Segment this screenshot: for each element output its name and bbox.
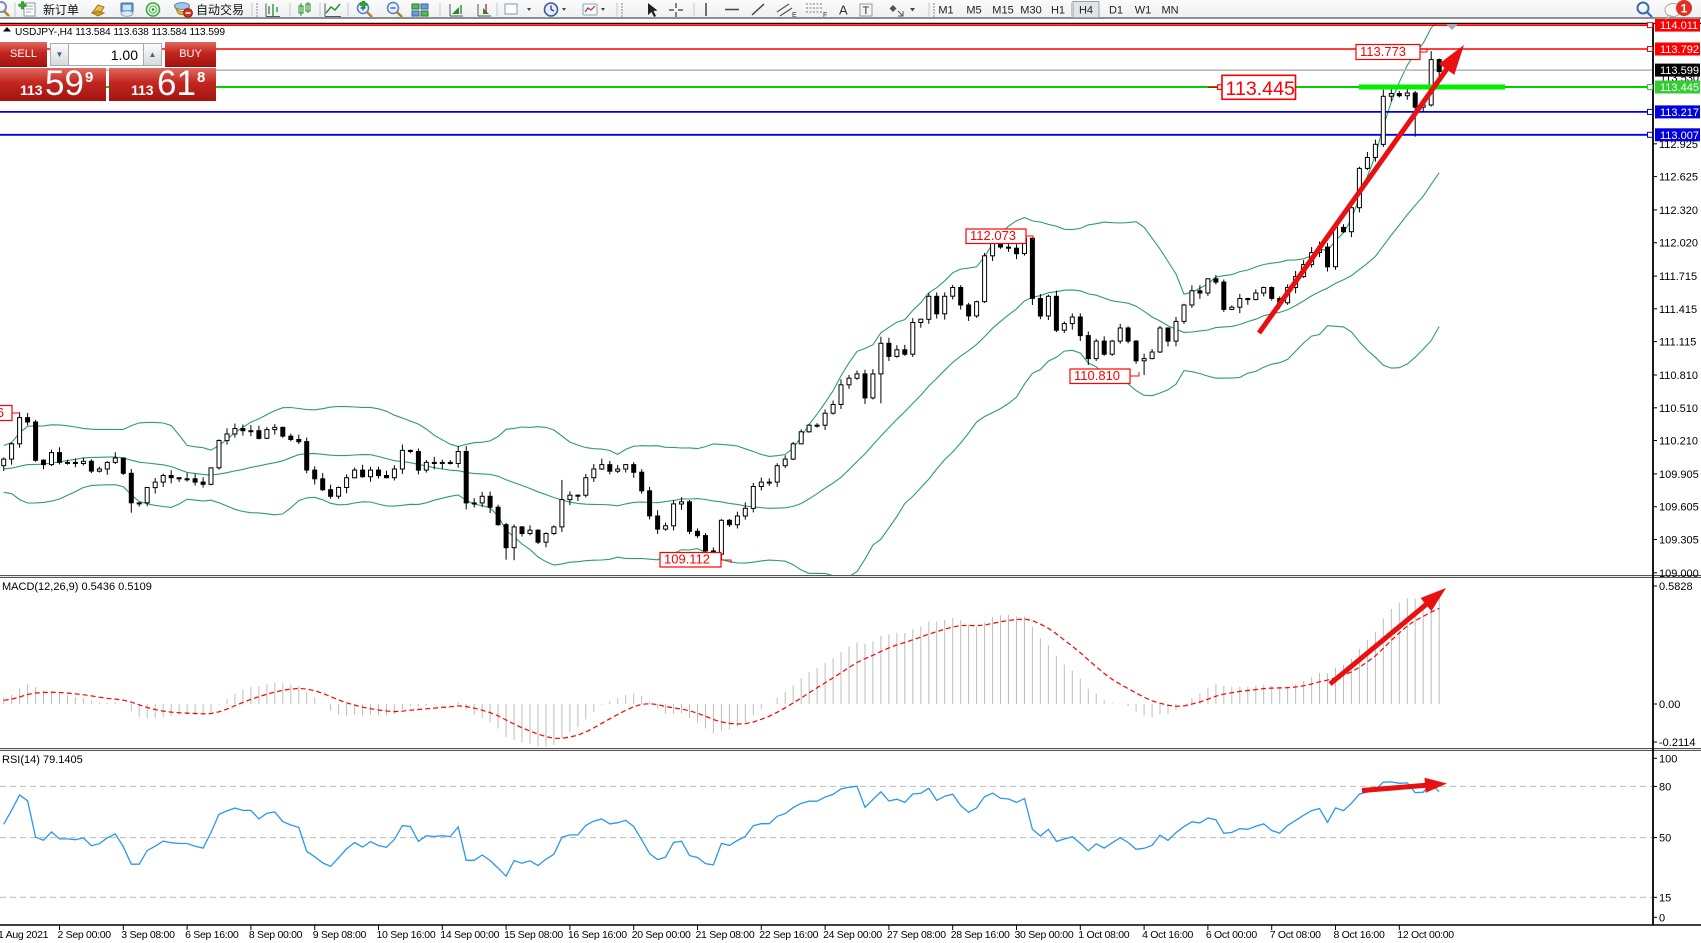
svg-text:H4: H4 — [1079, 5, 1093, 17]
svg-text:F: F — [823, 12, 827, 19]
svg-text:113.792: 113.792 — [1660, 44, 1699, 56]
svg-text:15: 15 — [1659, 892, 1671, 904]
svg-text:80: 80 — [1659, 781, 1671, 793]
svg-text:3 Sep 08:00: 3 Sep 08:00 — [121, 929, 175, 941]
svg-text:30 Sep 00:00: 30 Sep 00:00 — [1015, 929, 1074, 941]
svg-text:T: T — [863, 5, 870, 17]
svg-text:112.320: 112.320 — [1659, 205, 1698, 217]
svg-text:8 Sep 00:00: 8 Sep 00:00 — [249, 929, 303, 941]
svg-text:6 Sep 16:00: 6 Sep 16:00 — [185, 929, 239, 941]
svg-text:4 Oct 16:00: 4 Oct 16:00 — [1142, 929, 1193, 941]
svg-text:16 Sep 16:00: 16 Sep 16:00 — [568, 929, 627, 941]
svg-text:113.217: 113.217 — [1660, 107, 1699, 119]
svg-text:自动交易: 自动交易 — [196, 2, 244, 17]
svg-text:D1: D1 — [1109, 5, 1123, 17]
svg-text:2 Sep 00:00: 2 Sep 00:00 — [58, 929, 112, 941]
svg-text:27 Sep 08:00: 27 Sep 08:00 — [887, 929, 946, 941]
svg-text:109.000: 109.000 — [1659, 568, 1699, 580]
svg-text:31 Aug 2021: 31 Aug 2021 — [0, 929, 49, 941]
svg-text:14 Sep 00:00: 14 Sep 00:00 — [440, 929, 499, 941]
svg-text:6 Oct 00:00: 6 Oct 00:00 — [1206, 929, 1257, 941]
svg-text:0: 0 — [1659, 912, 1665, 924]
svg-text:新订单: 新订单 — [43, 2, 79, 17]
svg-text:20 Sep 00:00: 20 Sep 00:00 — [632, 929, 691, 941]
svg-text:109.112: 109.112 — [664, 552, 710, 567]
svg-text:W1: W1 — [1135, 5, 1152, 17]
svg-text:110.510: 110.510 — [1659, 403, 1698, 415]
svg-text:111.715: 111.715 — [1659, 271, 1697, 283]
svg-text:109.905: 109.905 — [1659, 469, 1699, 481]
svg-text:113.445: 113.445 — [1660, 82, 1699, 94]
svg-text:112.625: 112.625 — [1659, 172, 1698, 184]
svg-text:28 Sep 16:00: 28 Sep 16:00 — [951, 929, 1010, 941]
svg-text:A: A — [839, 3, 848, 18]
svg-text:9 Sep 08:00: 9 Sep 08:00 — [313, 929, 367, 941]
svg-text:111.415: 111.415 — [1659, 304, 1697, 316]
svg-text:110.516: 110.516 — [0, 405, 4, 420]
svg-text:M1: M1 — [938, 5, 953, 17]
svg-text:0.5828: 0.5828 — [1659, 581, 1693, 593]
svg-text:E: E — [792, 12, 797, 19]
svg-text:21 Sep 08:00: 21 Sep 08:00 — [696, 929, 755, 941]
svg-text:111.115: 111.115 — [1659, 337, 1696, 349]
svg-text:USDJPY-,H4 113.584 113.638 11: USDJPY-,H4 113.584 113.638 113.584 113.5… — [15, 27, 225, 38]
svg-text:M15: M15 — [992, 5, 1013, 17]
svg-text:MACD(12,26,9) 0.5436 0.5109: MACD(12,26,9) 0.5436 0.5109 — [2, 581, 152, 593]
svg-text:109.305: 109.305 — [1659, 535, 1699, 547]
svg-text:15 Sep 08:00: 15 Sep 08:00 — [504, 929, 563, 941]
svg-text:113.445: 113.445 — [1226, 78, 1295, 100]
svg-text:8 Oct 16:00: 8 Oct 16:00 — [1334, 929, 1385, 941]
svg-text:1 Oct 08:00: 1 Oct 08:00 — [1078, 929, 1129, 941]
svg-text:100: 100 — [1659, 753, 1677, 765]
svg-text:M30: M30 — [1020, 5, 1041, 17]
svg-text:112.020: 112.020 — [1659, 238, 1698, 250]
svg-text:H1: H1 — [1051, 5, 1065, 17]
svg-text:MN: MN — [1161, 5, 1178, 17]
svg-text:50: 50 — [1659, 833, 1671, 845]
svg-text:110.810: 110.810 — [1074, 368, 1120, 383]
svg-text:-0.2114: -0.2114 — [1659, 737, 1696, 749]
svg-text:0.00: 0.00 — [1659, 699, 1680, 711]
svg-text:10 Sep 16:00: 10 Sep 16:00 — [377, 929, 436, 941]
svg-text:110.210: 110.210 — [1659, 436, 1698, 448]
svg-text:110.810: 110.810 — [1659, 370, 1698, 382]
svg-text:22 Sep 16:00: 22 Sep 16:00 — [759, 929, 818, 941]
svg-text:M5: M5 — [966, 5, 981, 17]
svg-text:113.007: 113.007 — [1660, 130, 1699, 142]
svg-text:1: 1 — [1681, 2, 1688, 16]
svg-text:7 Oct 08:00: 7 Oct 08:00 — [1270, 929, 1321, 941]
svg-text:24 Sep 00:00: 24 Sep 00:00 — [823, 929, 882, 941]
svg-text:109.605: 109.605 — [1659, 502, 1699, 514]
svg-text:113.599: 113.599 — [1660, 65, 1699, 77]
svg-text:114.011: 114.011 — [1660, 20, 1698, 32]
svg-text:RSI(14) 79.1405: RSI(14) 79.1405 — [2, 754, 83, 766]
svg-text:112.073: 112.073 — [970, 228, 1016, 243]
svg-text:113.773: 113.773 — [1360, 44, 1406, 59]
svg-text:12 Oct 00:00: 12 Oct 00:00 — [1397, 929, 1454, 941]
svg-text:112.925: 112.925 — [1659, 139, 1698, 151]
